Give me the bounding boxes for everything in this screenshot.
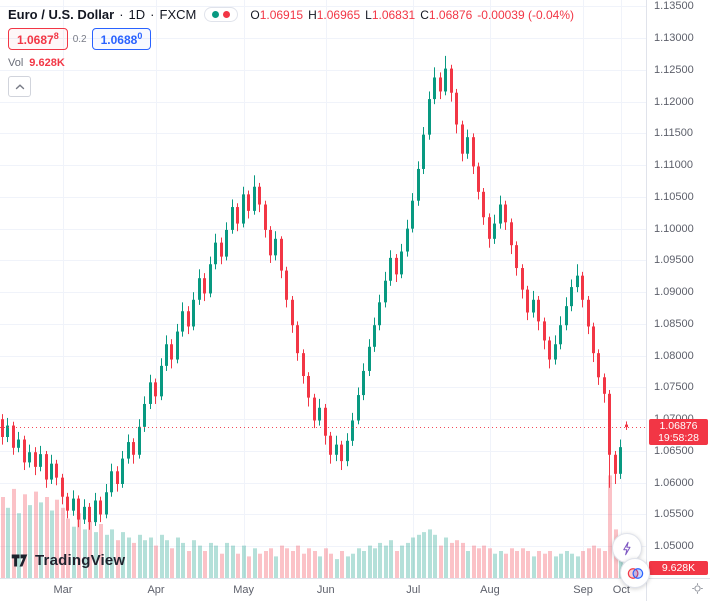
- price-tick-label: 1.06000: [654, 476, 694, 489]
- separator: ·: [119, 7, 124, 22]
- month-tick-label: Jun: [316, 584, 335, 596]
- price-tick-label: 1.09000: [654, 286, 694, 299]
- collapse-legend-button[interactable]: [8, 76, 31, 97]
- chart-pane[interactable]: Euro / U.S. Dollar · 1D · FXCM O1.06915 …: [0, 0, 650, 588]
- month-tick-label: Jul: [406, 584, 421, 596]
- price-tick-label: 1.09500: [654, 254, 694, 267]
- month-tick-label: Aug: [480, 584, 500, 596]
- price-tick-label: 1.07500: [654, 381, 694, 394]
- up-series-dot-icon: [212, 11, 220, 18]
- low-label: L: [365, 7, 372, 22]
- month-tick-label: Apr: [147, 584, 165, 596]
- lightning-icon: [622, 541, 630, 555]
- price-tick-label: 1.12500: [654, 63, 694, 76]
- buy-button[interactable]: 1.06880: [91, 28, 152, 50]
- price-tick-label: 1.08000: [654, 349, 694, 362]
- open-value: 1.06915: [259, 7, 304, 22]
- price-tick-label: 1.13500: [654, 0, 694, 13]
- broker-button[interactable]: [620, 558, 650, 588]
- tradingview-logo[interactable]: TradingView: [10, 551, 125, 570]
- ohlc-readout: O1.06915 H1.06965 L1.06831 C1.06876 -0.0…: [250, 8, 574, 22]
- price-tick-label: 1.11000: [654, 159, 693, 172]
- overlapping-rings-icon: [627, 567, 643, 579]
- month-tick-label: May: [233, 584, 254, 596]
- volume-label: Vol: [8, 57, 24, 69]
- month-tick-label: Mar: [53, 584, 73, 596]
- down-series-dot-icon: [223, 11, 231, 18]
- price-tick-label: 1.10000: [654, 222, 694, 235]
- sell-button[interactable]: 1.06878: [8, 28, 68, 50]
- price-tick-label: 1.06500: [654, 444, 694, 457]
- trade-buttons: 1.06878 0.2 1.06880: [8, 28, 574, 50]
- low-value: 1.06831: [371, 7, 416, 22]
- volume-axis-badge: 9.628K: [649, 561, 708, 575]
- price-tick-label: 1.10500: [654, 190, 694, 203]
- price-tick-label: 1.13000: [654, 32, 694, 45]
- close-value: 1.06876: [428, 7, 473, 22]
- price-tick-label: 1.11500: [654, 127, 693, 140]
- volume-readout: Vol 9.628K: [8, 57, 574, 69]
- tradingview-wordmark: TradingView: [35, 552, 126, 569]
- chevron-up-icon: [15, 83, 24, 89]
- month-tick-label: Oct: [612, 584, 630, 596]
- spread-value: 0.2: [72, 33, 87, 45]
- axis-settings-icon[interactable]: [691, 582, 704, 600]
- chart-canvas[interactable]: [0, 0, 646, 578]
- open-label: O: [250, 7, 260, 22]
- high-label: H: [308, 7, 317, 22]
- last-price-value: 1.06876: [659, 420, 698, 433]
- legend-dots[interactable]: [204, 7, 239, 22]
- exchange-label[interactable]: FXCM: [159, 7, 197, 22]
- time-axis[interactable]: Mar Apr May Jun Jul Aug Sep Oct: [0, 578, 646, 601]
- price-tick-label: 1.12000: [654, 95, 694, 108]
- price-axis[interactable]: 1.06876 19:58:28 9.628K 1.05000 1.05500 1.…: [646, 0, 710, 578]
- price-tick-label: 1.05500: [654, 508, 694, 521]
- change-value: -0.00039 (-0.04%): [477, 7, 575, 22]
- axis-corner: [646, 578, 710, 601]
- chart-legend: Euro / U.S. Dollar · 1D · FXCM O1.06915 …: [8, 7, 574, 97]
- last-price-tag: 1.06876 19:58:28: [649, 419, 708, 446]
- month-tick-label: Sep: [573, 584, 593, 596]
- high-value: 1.06965: [316, 7, 361, 22]
- separator: ·: [150, 7, 155, 22]
- interval-label[interactable]: 1D: [128, 7, 146, 22]
- tradingview-logo-icon: [11, 554, 28, 567]
- close-label: C: [420, 7, 429, 22]
- bar-countdown: 19:58:28: [658, 432, 699, 445]
- volume-value: 9.628K: [29, 57, 65, 69]
- symbol-title[interactable]: Euro / U.S. Dollar: [8, 7, 115, 22]
- price-tick-label: 1.05000: [654, 540, 694, 553]
- price-tick-label: 1.08500: [654, 317, 694, 330]
